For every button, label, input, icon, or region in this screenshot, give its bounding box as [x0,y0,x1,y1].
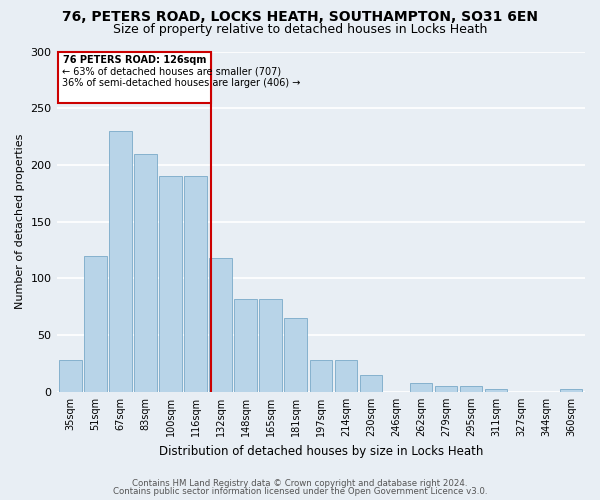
Bar [284,318,307,392]
Bar [109,131,131,392]
Bar [84,256,107,392]
X-axis label: Distribution of detached houses by size in Locks Heath: Distribution of detached houses by size … [158,444,483,458]
Bar [259,299,282,392]
Bar [184,176,207,392]
Bar [235,299,257,392]
Text: 76, PETERS ROAD, LOCKS HEATH, SOUTHAMPTON, SO31 6EN: 76, PETERS ROAD, LOCKS HEATH, SOUTHAMPTO… [62,10,538,24]
Text: 36% of semi-detached houses are larger (406) →: 36% of semi-detached houses are larger (… [62,78,300,88]
FancyBboxPatch shape [58,52,211,102]
Bar [485,388,508,392]
Bar [159,176,182,392]
Bar [560,388,583,392]
Bar [59,360,82,392]
Bar [359,375,382,392]
Bar [435,386,457,392]
Bar [310,360,332,392]
Y-axis label: Number of detached properties: Number of detached properties [15,134,25,310]
Bar [209,258,232,392]
Bar [410,383,432,392]
Bar [460,386,482,392]
Text: Contains public sector information licensed under the Open Government Licence v3: Contains public sector information licen… [113,487,487,496]
Text: ← 63% of detached houses are smaller (707): ← 63% of detached houses are smaller (70… [62,66,281,76]
Text: Size of property relative to detached houses in Locks Heath: Size of property relative to detached ho… [113,22,487,36]
Text: 76 PETERS ROAD: 126sqm: 76 PETERS ROAD: 126sqm [63,55,206,65]
Bar [134,154,157,392]
Text: Contains HM Land Registry data © Crown copyright and database right 2024.: Contains HM Land Registry data © Crown c… [132,478,468,488]
Bar [335,360,357,392]
